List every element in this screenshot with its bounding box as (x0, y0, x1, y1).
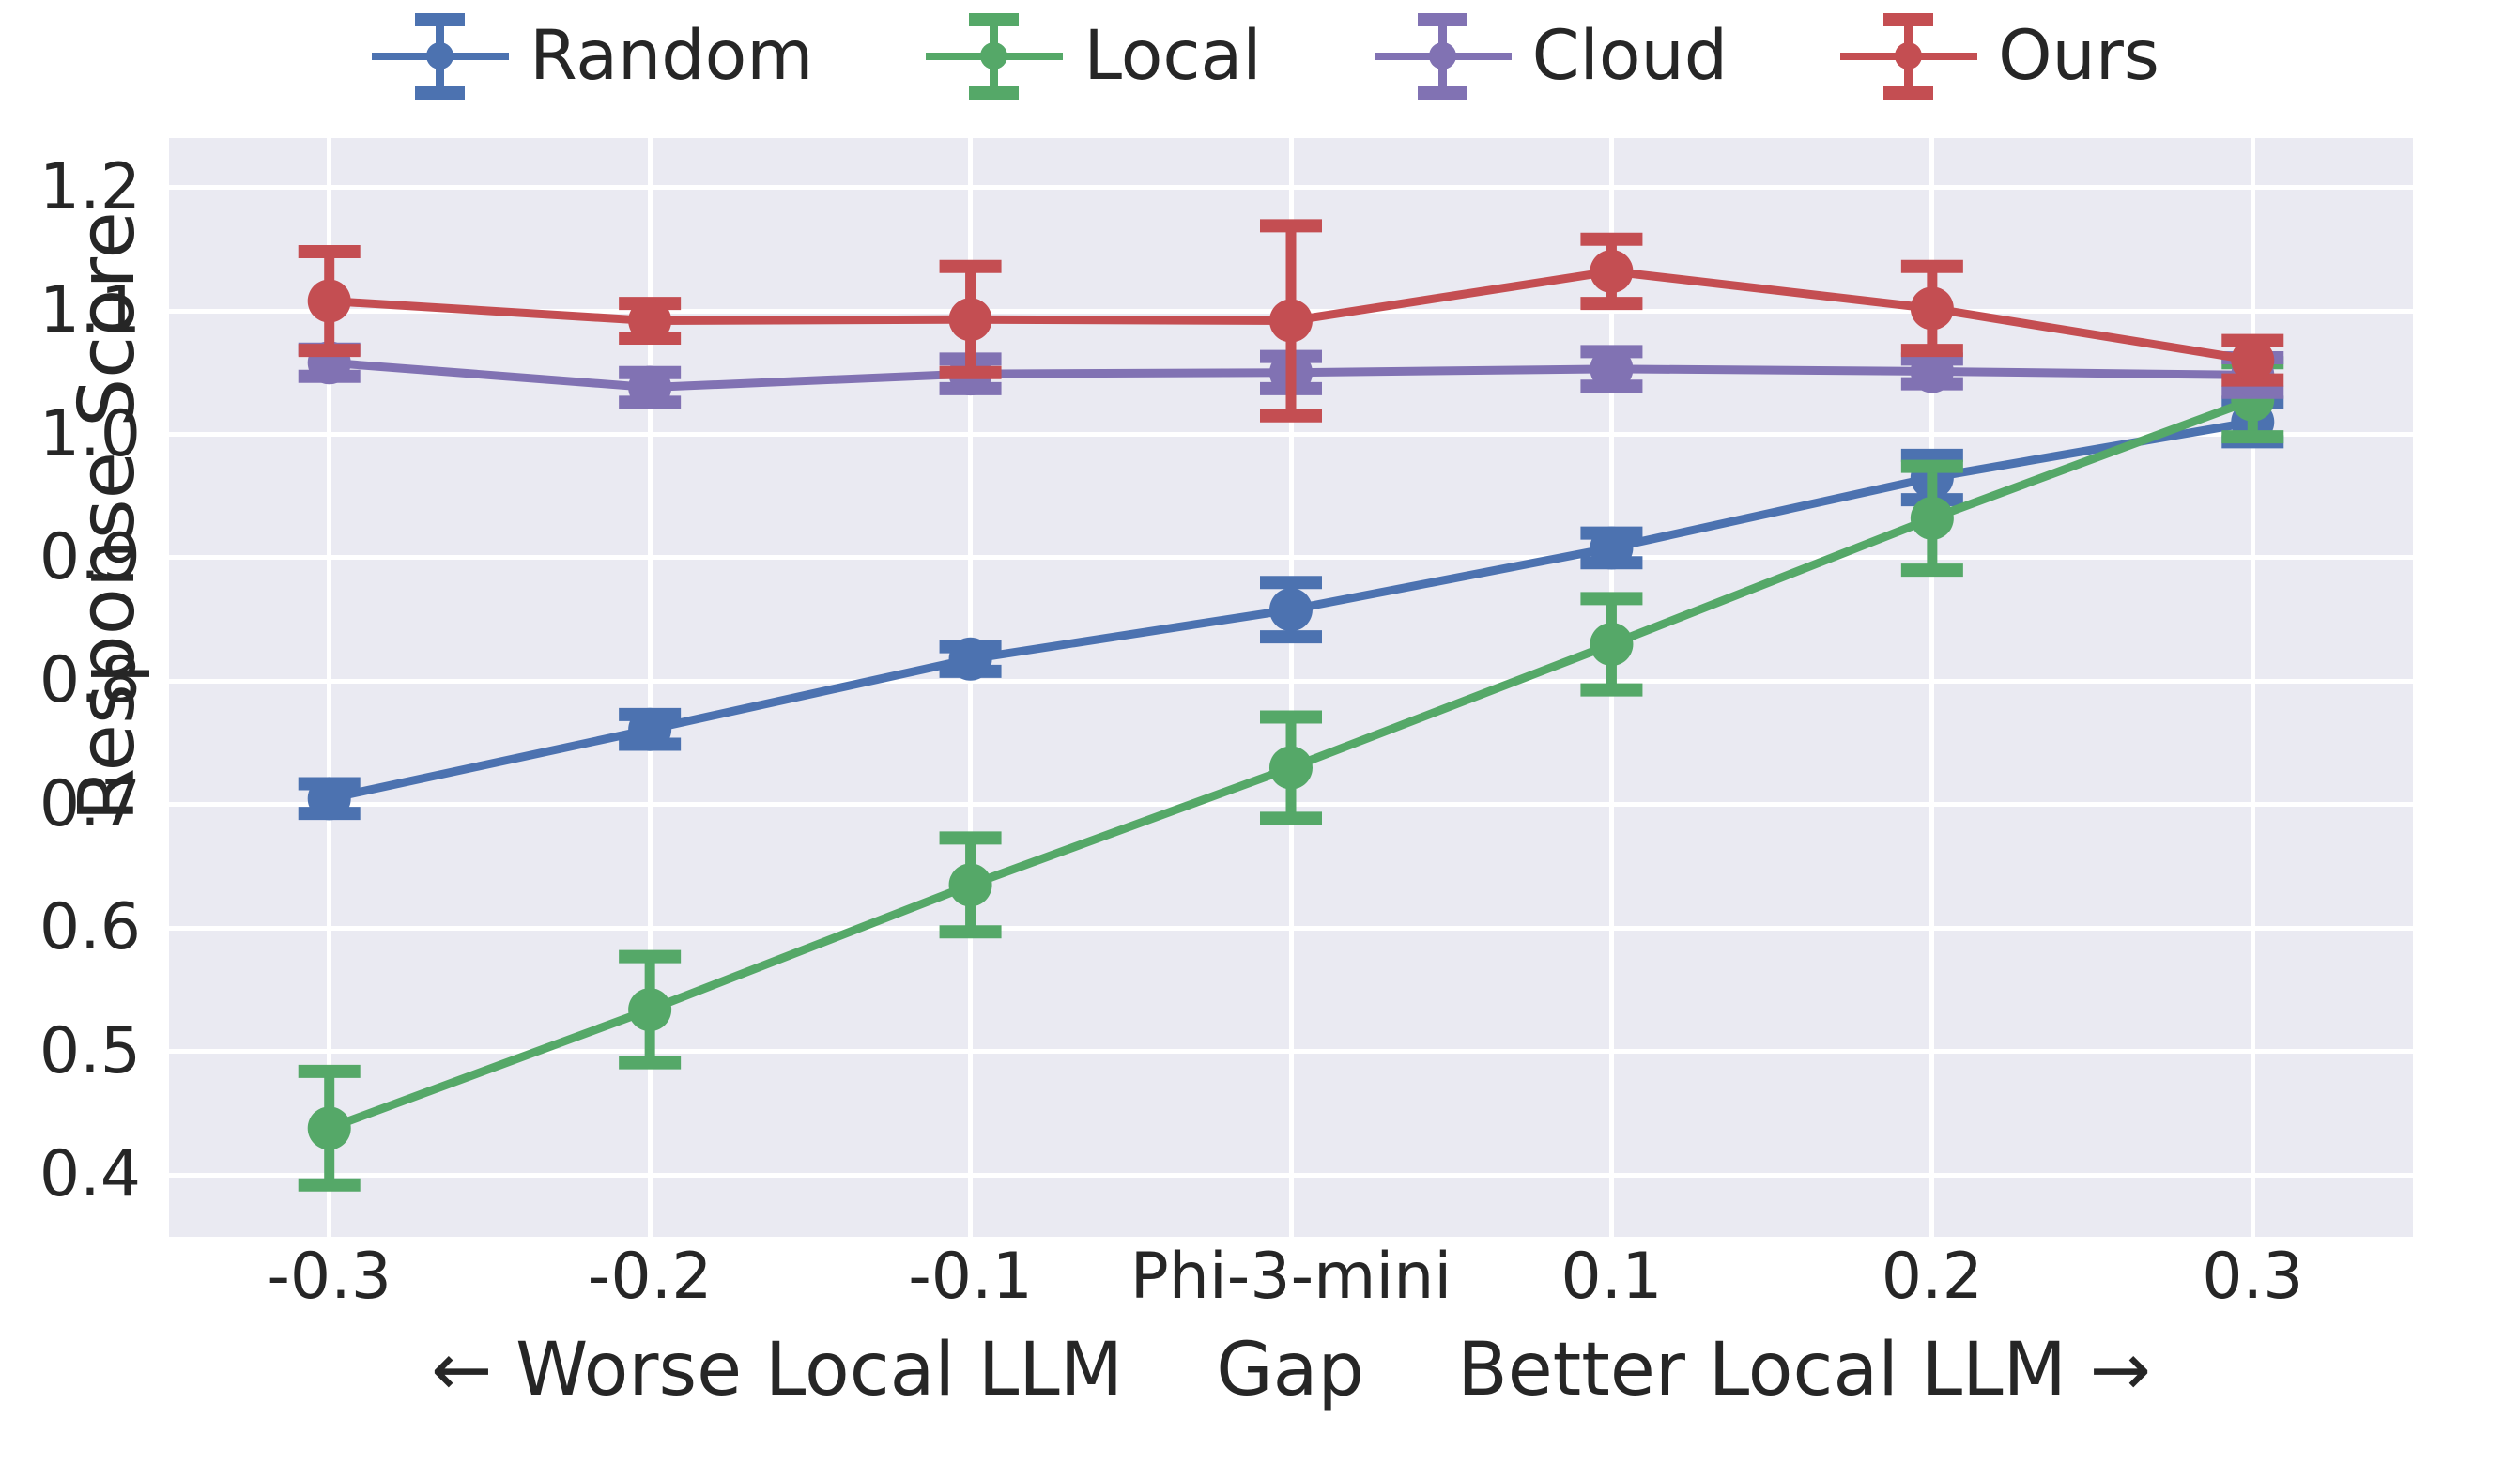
legend-entry-random[interactable]: Random (361, 0, 813, 111)
data-point-marker (628, 988, 672, 1032)
gridline-v (1288, 138, 1294, 1237)
gridline-v (2250, 138, 2255, 1237)
y-tick-label: 1.2 (38, 149, 141, 224)
y-tick-label: 1.1 (38, 273, 141, 348)
data-point-marker (1590, 347, 1634, 391)
legend-cap-bot (1417, 86, 1467, 100)
data-point-marker (1910, 496, 1954, 540)
data-point-marker (1910, 286, 1954, 331)
xlabel-segment-gap: Gap (1216, 1328, 1364, 1412)
y-tick-label: 1.0 (38, 396, 141, 471)
y-tick-label: 0.6 (38, 890, 141, 965)
legend-label-random: Random (530, 15, 814, 96)
series-layer (298, 219, 2284, 1192)
x-tick-label: Phi-3-mini (1129, 1240, 1452, 1314)
data-point-marker (1590, 249, 1634, 293)
x-tick-label: 0.2 (1881, 1240, 1983, 1314)
data-point-marker (1269, 746, 1313, 790)
x-axis-label: ← Worse Local LLM Gap Better Local LLM → (169, 1334, 2413, 1437)
data-point-marker (628, 707, 672, 751)
x-tick-label: 0.3 (2202, 1240, 2304, 1314)
legend-entry-ours[interactable]: Ours (1829, 0, 2159, 111)
legend-dot (426, 42, 454, 69)
legend-label-ours: Ours (1998, 15, 2159, 96)
y-tick-label: 0.8 (38, 643, 141, 718)
y-axis-label: Response Score (61, 0, 155, 1066)
legend-dot (1895, 42, 1923, 69)
data-point-marker (628, 365, 672, 409)
x-tick-label: 0.1 (1560, 1240, 1663, 1314)
data-point-marker (948, 637, 992, 681)
gridline-v (968, 138, 974, 1237)
data-point-marker (948, 863, 992, 907)
legend-label-cloud: Cloud (1531, 15, 1729, 96)
legend-entry-cloud[interactable]: Cloud (1363, 0, 1729, 111)
plot-area (169, 138, 2413, 1237)
data-point-marker (307, 1106, 351, 1150)
xlabel-segment-better: Better Local LLM → (1457, 1328, 2152, 1412)
y-axis-label-text: Response Score (63, 211, 152, 822)
data-point-marker (1910, 349, 1954, 393)
legend-cap-top (969, 13, 1020, 26)
x-axis-tick-labels: -0.3 -0.2 -0.1 Phi-3-mini 0.1 0.2 0.3 (169, 1245, 2413, 1328)
legend-cap-top (415, 13, 466, 26)
x-tick-label: -0.1 (908, 1240, 1033, 1314)
errorbar-marker-icon (1829, 0, 1989, 111)
data-point-marker (1590, 622, 1634, 666)
y-tick-label: 0.5 (38, 1013, 141, 1088)
legend-dot (1428, 42, 1456, 69)
legend-cap-top (1883, 13, 1934, 26)
legend-label-local: Local (1083, 15, 1262, 96)
data-point-marker (2231, 338, 2275, 382)
gridline-v (647, 138, 653, 1237)
y-tick-label: 0.9 (38, 519, 141, 594)
x-tick-label: -0.3 (267, 1240, 392, 1314)
gridline-v (1929, 138, 1935, 1237)
data-point-marker (1269, 588, 1313, 632)
data-point-marker (628, 299, 672, 343)
errorbar-marker-icon (361, 0, 520, 111)
y-tick-label: 0.7 (38, 766, 141, 841)
series-local (298, 356, 2284, 1192)
data-point-marker (948, 298, 992, 342)
y-tick-label: 0.4 (38, 1137, 141, 1212)
xlabel-segment-worse: ← Worse Local LLM (430, 1328, 1124, 1412)
legend-cap-top (1417, 13, 1467, 26)
data-point-marker (1269, 299, 1313, 343)
legend-cap-bot (1883, 86, 1934, 100)
chart-legend: Random Local Cloud (0, 0, 2520, 111)
data-point-marker (1590, 526, 1634, 570)
gridline-v (327, 138, 332, 1237)
xlabel-spacer-2 (1364, 1334, 1457, 1407)
legend-dot (980, 42, 1008, 69)
series-ours (298, 219, 2284, 423)
legend-entry-local[interactable]: Local (914, 0, 1262, 111)
data-point-marker (307, 279, 351, 323)
errorbar-marker-icon (1363, 0, 1523, 111)
data-point-marker (307, 777, 351, 821)
errorbar-marker-icon (914, 0, 1074, 111)
legend-cap-bot (969, 86, 1020, 100)
xlabel-spacer-1 (1123, 1334, 1216, 1407)
legend-cap-bot (415, 86, 466, 100)
x-tick-label: -0.2 (587, 1240, 713, 1314)
y-axis-tick-labels: 0.4 0.5 0.6 0.7 0.8 0.9 1.0 1.1 1.2 (0, 138, 161, 1237)
